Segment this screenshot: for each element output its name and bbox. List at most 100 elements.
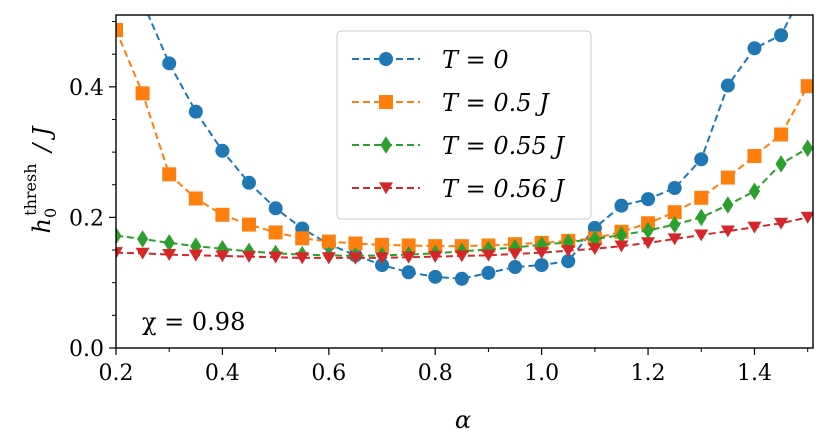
- legend-label: T = 0: [442, 46, 509, 74]
- data-point: [615, 226, 628, 244]
- data-point: [587, 243, 602, 256]
- data-point: [163, 234, 175, 252]
- data-point: [116, 226, 122, 245]
- data-point: [642, 221, 654, 240]
- data-point: [401, 265, 416, 280]
- data-point: [747, 221, 762, 234]
- data-point: [720, 170, 735, 185]
- data-point: [188, 104, 203, 119]
- data-point: [694, 229, 709, 242]
- legend-label: T = 0.55 J: [442, 132, 565, 160]
- data-point: [135, 247, 150, 260]
- data-point: [614, 240, 629, 253]
- data-point: [401, 238, 416, 253]
- data-point: [695, 208, 707, 227]
- data-point: [694, 190, 709, 205]
- y-tick-label: 0.2: [69, 206, 104, 231]
- y-axis-label: h0thresh / J: [21, 125, 60, 233]
- data-point: [561, 245, 576, 258]
- data-point: [614, 198, 629, 213]
- data-point: [534, 247, 549, 259]
- data-point: [242, 217, 257, 232]
- data-point: [375, 258, 390, 273]
- data-point: [135, 86, 150, 101]
- y-tick-label: 0.0: [69, 337, 104, 362]
- data-point: [136, 0, 150, 9]
- x-tick-label: 0.2: [99, 361, 134, 386]
- svg-text:h0thresh / J: h0thresh / J: [21, 125, 60, 233]
- data-point: [454, 271, 469, 286]
- series-line: [147, 15, 793, 280]
- data-point: [775, 155, 787, 173]
- data-point: [774, 28, 789, 43]
- data-point: [669, 215, 681, 234]
- x-tick-label: 0.8: [418, 361, 453, 386]
- data-point: [481, 265, 496, 280]
- data-point: [116, 23, 123, 38]
- axis-ticks: 0.2 0.4 0.6 0.8 1.0 1.2 1.40.00.20.4: [69, 21, 809, 386]
- x-axis-label: α: [455, 406, 471, 434]
- data-point: [641, 237, 656, 250]
- x-tick-label: 0.6: [311, 361, 346, 386]
- x-tick-label: 1.4: [737, 361, 772, 386]
- data-point: [748, 182, 761, 201]
- data-point: [321, 234, 336, 249]
- data-point: [215, 250, 230, 263]
- legend-marker: [380, 136, 392, 154]
- data-point: [162, 249, 177, 261]
- data-point: [348, 236, 363, 251]
- y-tick-label: 0.4: [69, 76, 104, 101]
- data-point: [667, 205, 682, 220]
- legend-marker: [379, 182, 393, 195]
- legend-entry: T = 0.56 J: [352, 175, 565, 203]
- data-point: [401, 251, 416, 264]
- data-point: [188, 191, 203, 206]
- x-tick-label: 1.0: [524, 361, 559, 386]
- data-point: [116, 247, 123, 259]
- data-point: [481, 249, 496, 262]
- legend-label: T = 0.5 J: [442, 89, 550, 117]
- data-point: [774, 217, 789, 230]
- data-point: [428, 269, 443, 284]
- legend: T = 0 T = 0.5 J T = 0.55 J T = 0.56 J: [336, 30, 592, 220]
- data-point: [508, 260, 523, 275]
- data-point: [508, 248, 523, 261]
- data-point: [375, 237, 390, 252]
- legend-label: T = 0.56 J: [442, 175, 565, 203]
- chi-annotation: χ = 0.98: [142, 308, 245, 336]
- data-point: [534, 258, 549, 273]
- data-point: [321, 252, 336, 265]
- plot-frame: [115, 14, 814, 349]
- x-tick-label: 1.2: [631, 361, 666, 386]
- legend-entry: T = 0.5 J: [352, 89, 550, 117]
- data-point: [667, 233, 682, 246]
- data-point: [720, 225, 735, 238]
- data-point: [242, 175, 257, 190]
- data-point: [268, 251, 283, 264]
- data-point: [802, 139, 813, 157]
- data-point: [722, 196, 734, 214]
- data-point: [800, 79, 813, 94]
- data-point: [774, 127, 789, 142]
- data-point: [747, 149, 762, 164]
- data-point: [295, 252, 310, 265]
- data-point: [454, 250, 469, 263]
- data-point: [242, 250, 257, 263]
- legend-marker: [379, 52, 393, 66]
- data-point: [720, 78, 735, 93]
- x-tick-label: 0.4: [205, 361, 240, 386]
- series-3: [116, 211, 813, 265]
- data-point: [375, 252, 390, 265]
- data-point: [162, 56, 177, 71]
- legend-entry: T = 0: [352, 46, 509, 74]
- data-point: [295, 231, 310, 246]
- data-point: [694, 152, 709, 167]
- data-point: [348, 252, 363, 265]
- data-point: [561, 254, 576, 269]
- data-point: [428, 250, 443, 263]
- data-point: [747, 41, 762, 56]
- legend-frame: [336, 30, 592, 220]
- data-point: [667, 181, 682, 196]
- data-point: [188, 249, 203, 262]
